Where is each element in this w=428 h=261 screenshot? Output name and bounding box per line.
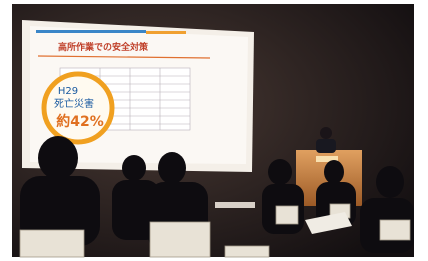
table [215,202,255,208]
speaker-body [316,139,336,153]
circle-label: 死亡災害 [54,97,94,110]
slide-bar [36,30,146,33]
circle-year: H29 [58,86,78,97]
slide-title: 高所作業での安全対策 [58,41,149,53]
circle-share: 約42% [56,113,104,130]
page: 高所作業での安全対策 H29 死亡災害 約42% [0,0,428,261]
speaker-head [320,127,332,139]
photo: 高所作業での安全対策 H29 死亡災害 約42% [0,0,428,261]
slide-bar [146,31,186,34]
